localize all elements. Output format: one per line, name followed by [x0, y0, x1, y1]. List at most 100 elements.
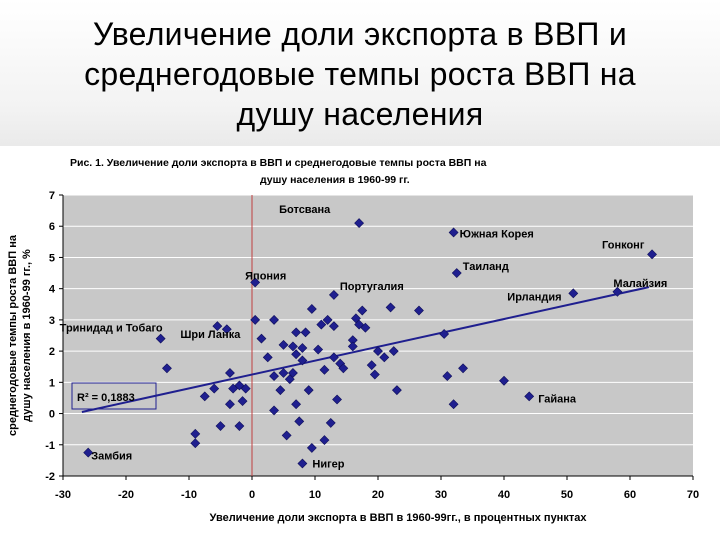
- data-point: [297, 343, 308, 353]
- data-point: [328, 352, 339, 363]
- x-tick-label: 30: [435, 489, 447, 501]
- x-tick-label: 20: [372, 489, 384, 501]
- data-point: [209, 383, 220, 394]
- y-tick-label: 4: [49, 284, 56, 296]
- data-point-labeled: [354, 218, 365, 229]
- grid-lines: [63, 194, 693, 477]
- data-point: [414, 305, 424, 316]
- y-tick-label: 0: [49, 409, 55, 421]
- data-point-labeled: [155, 333, 166, 344]
- data-point: [240, 383, 251, 394]
- point-label: Южная Корея: [460, 228, 534, 240]
- data-point: [332, 394, 342, 405]
- data-point: [262, 352, 273, 363]
- y-tick-label: 7: [49, 190, 55, 202]
- data-point: [162, 363, 172, 374]
- x-tick-label: 10: [309, 489, 321, 501]
- data-point: [237, 396, 248, 406]
- data-point: [281, 430, 292, 441]
- data-point: [303, 385, 314, 396]
- data-point: [278, 339, 289, 350]
- data-point: [275, 385, 286, 396]
- plot-area: [63, 195, 693, 476]
- data-point: [297, 355, 308, 366]
- data-point: [439, 329, 450, 339]
- point-label: Тринидад и Тобаго: [60, 323, 163, 335]
- data-point: [269, 371, 279, 382]
- x-axis-title: Увеличение доли экспорта в ВВП в 1960-99…: [210, 512, 588, 524]
- point-label: Шри Ланка: [180, 329, 241, 341]
- point-label: Малайзия: [613, 278, 667, 290]
- data-point: [269, 405, 279, 416]
- data-point: [300, 327, 311, 338]
- point-labels: Ботсвана Южная Корея Гонконг Таиланд Япония П…: [60, 204, 668, 470]
- data-point: [221, 324, 232, 335]
- x-tick-label: -30: [55, 489, 71, 501]
- data-point: [369, 369, 380, 380]
- data-point: [234, 421, 245, 431]
- y-tick-label: 5: [49, 252, 55, 264]
- y-tick-label: -1: [45, 440, 55, 452]
- x-tick-label: 70: [687, 489, 699, 501]
- r2-box: R² = 0,1883: [71, 382, 157, 410]
- point-label: Замбия: [91, 451, 132, 463]
- data-point: [294, 416, 305, 427]
- x-tick-label: 40: [498, 489, 510, 501]
- data-point: [306, 304, 317, 314]
- y-tick-label: 3: [49, 315, 55, 327]
- data-point: [385, 302, 396, 313]
- data-point-labeled: [212, 321, 223, 332]
- point-label: Ирландия: [507, 291, 561, 303]
- data-point: [291, 327, 302, 338]
- data-point-labeled: [297, 458, 308, 469]
- data-point: [325, 417, 336, 428]
- y-axis-title-line1: среднегодовые темпы роста ВВП на: [7, 234, 19, 436]
- data-point: [499, 375, 509, 386]
- y-axis-title: среднегодовые темпы роста ВВП на душу на…: [7, 234, 33, 436]
- data-point: [357, 305, 368, 316]
- data-point: [199, 391, 210, 402]
- data-point-labeled: [250, 277, 261, 288]
- data-point: [278, 368, 289, 378]
- x-tick-label: -10: [181, 489, 197, 501]
- data-point: [316, 319, 327, 330]
- data-point: [391, 385, 402, 396]
- figure-caption-line2: душу населения в 1960-99 гг.: [260, 174, 410, 186]
- x-tick-label: -20: [118, 489, 134, 501]
- data-point: [225, 399, 235, 410]
- trendline-group: [81, 286, 650, 413]
- data-point: [442, 371, 453, 382]
- data-point: [458, 363, 468, 374]
- data-point: [366, 360, 377, 371]
- data-point: [373, 346, 383, 357]
- data-point: [347, 341, 358, 352]
- y-tick-label: 2: [49, 346, 55, 358]
- point-label: Таиланд: [463, 261, 509, 273]
- y-tick-label: -2: [45, 471, 55, 483]
- data-point-labeled: [448, 227, 459, 238]
- slide-title: Увеличение доли экспорта в ВВП и среднег…: [0, 14, 720, 134]
- data-point: [269, 314, 279, 325]
- data-points: [83, 218, 657, 469]
- data-point-labeled: [612, 286, 623, 297]
- figure-caption-line1: Рис. 1. Увеличение доли экспорта в ВВП и…: [70, 157, 487, 169]
- data-point: [288, 341, 298, 352]
- x-tick-label: 0: [249, 489, 255, 501]
- trendline: [81, 286, 650, 413]
- data-point: [225, 368, 235, 378]
- data-point: [306, 442, 317, 453]
- x-tick-label: 50: [561, 489, 573, 501]
- r2-label: R² = 0,1883: [77, 392, 135, 404]
- data-point-labeled: [328, 289, 339, 300]
- data-point: [291, 349, 302, 360]
- data-point: [291, 399, 302, 410]
- slide-title-line3: душу населения: [236, 96, 484, 132]
- slide-title-line1: Увеличение доли экспорта в ВВП и: [92, 16, 628, 52]
- data-point: [190, 438, 201, 449]
- data-point: [448, 399, 459, 410]
- slide-title-line2: среднегодовые темпы роста ВВП на: [84, 56, 636, 92]
- point-label: Португалия: [340, 281, 404, 293]
- point-label: Гонконг: [602, 239, 645, 251]
